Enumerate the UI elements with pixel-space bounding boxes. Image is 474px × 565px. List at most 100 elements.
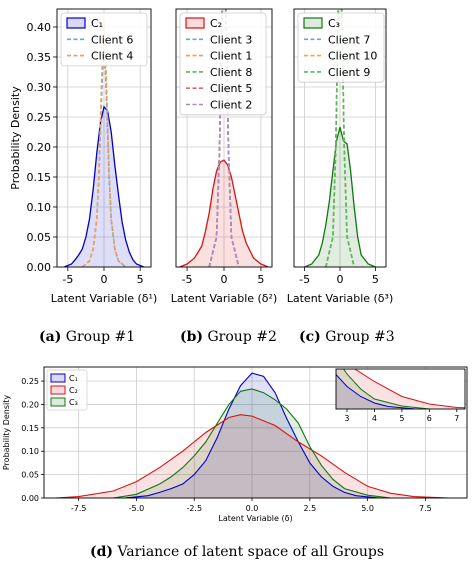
legend-box <box>179 12 267 116</box>
plot-area <box>55 372 449 498</box>
legend-label-2: Client 10 <box>328 50 377 63</box>
ytick-label-7: 0.35 <box>27 51 52 64</box>
caption-letter: (a) <box>39 329 61 345</box>
series-fill-2 <box>113 389 391 498</box>
xtick-label-2: -2.5 <box>186 504 202 513</box>
ytick-label-0: 0.00 <box>21 494 39 503</box>
legend: C₃ Client 7 Client 10 Client 9 <box>297 12 385 83</box>
xtick-label-0: -5 <box>299 273 310 286</box>
series-line-5 <box>208 9 240 267</box>
caption-text: Variance of latent space of all Groups <box>113 544 384 560</box>
inset-series-fill-1 <box>336 369 465 409</box>
legend-box <box>297 12 385 83</box>
y-axis-label: Probability Density <box>9 86 22 190</box>
legend-box <box>60 12 148 67</box>
caption: (a) Group #1 <box>39 329 135 345</box>
inset-series-fill-0 <box>336 374 416 409</box>
series-fill-0 <box>64 106 144 267</box>
legend-swatch-0 <box>66 17 86 29</box>
x-axis-label: Latent Variable (δ) <box>218 514 292 523</box>
legend-label-2: Client 4 <box>91 50 133 63</box>
plot-area <box>304 9 376 267</box>
inset-series-line-0 <box>336 373 416 409</box>
x-axis-label: Latent Variable (δ³) <box>287 292 394 305</box>
legend-swatch-2 <box>50 397 66 407</box>
caption-text: Group #2 <box>203 329 277 345</box>
legend-label-1: Client 7 <box>328 33 370 46</box>
caption-letter: (c) <box>299 329 321 345</box>
xtick-label-5: 5.0 <box>361 504 374 513</box>
inset-series-line-1 <box>353 369 465 409</box>
inset-series-fill-2 <box>336 369 430 409</box>
series-line-1 <box>55 414 449 498</box>
series-line-0 <box>63 105 145 267</box>
legend-label-2: C₃ <box>69 398 78 407</box>
ytick-label-0: 0.00 <box>27 261 52 274</box>
panel-a: -5 0 5 0.00 0.05 0.10 0.15 0.20 0.25 0.30 0.35 0.40… <box>9 8 158 345</box>
inset-series-line-2 <box>342 369 430 409</box>
series-line-3 <box>325 9 355 267</box>
x-axis-label: Latent Variable (δ¹) <box>51 292 158 305</box>
legend: C₁ Client 6 Client 4 <box>60 12 148 67</box>
ytick-label-4: 0.20 <box>21 400 39 409</box>
legend-label-1: Client 3 <box>210 33 252 46</box>
legend-label-1: C₂ <box>69 386 78 395</box>
legend: C₁ C₂ C₃ <box>46 369 88 411</box>
series-fill-1 <box>55 414 449 498</box>
legend-label-3: Client 9 <box>328 66 370 79</box>
ytick-label-2: 0.10 <box>21 447 39 456</box>
ytick-label-3: 0.15 <box>21 424 39 433</box>
xtick-label-0: -7.5 <box>71 504 87 513</box>
legend-box <box>46 369 88 411</box>
ytick-label-3: 0.15 <box>27 171 52 184</box>
legend-label-5: Client 2 <box>210 99 252 112</box>
inset-xtick-label-1: 4 <box>372 414 377 423</box>
xtick-label-6: 7.5 <box>419 504 432 513</box>
ytick-label-2: 0.10 <box>27 201 52 214</box>
series-line-0 <box>304 127 376 267</box>
xtick-label-2: 5 <box>257 273 264 286</box>
legend-label-0: C₁ <box>69 374 78 383</box>
ytick-label-6: 0.30 <box>27 81 52 94</box>
xtick-label-0: -5 <box>62 273 73 286</box>
ytick-label-4: 0.20 <box>27 141 52 154</box>
series-fill-0 <box>179 160 269 267</box>
legend-swatch-0 <box>303 17 323 29</box>
ytick-label-1: 0.05 <box>27 231 52 244</box>
legend-swatch-0 <box>50 373 66 383</box>
inset-background <box>336 369 465 409</box>
caption-letter: (b) <box>180 329 203 345</box>
xtick-label-1: -5.0 <box>129 504 145 513</box>
xtick-label-3: 0.0 <box>246 504 259 513</box>
y-axis-label: Probability Density <box>2 395 11 471</box>
caption-text: Group #1 <box>61 329 135 345</box>
caption: (b) Group #2 <box>180 329 277 345</box>
panel-d: -7.5 -5.0 -2.5 0.0 2.5 5.0 7.5 0.00 0.05 0.10 0.15… <box>2 366 468 560</box>
series-fill-0 <box>124 373 380 498</box>
inset-frame <box>335 368 466 410</box>
xtick-label-2: 5 <box>137 273 144 286</box>
axes-frame <box>43 366 468 499</box>
series-fill-0 <box>304 127 376 267</box>
legend-label-1: Client 6 <box>91 33 133 46</box>
legend: C₂ Client 3 Client 1 Client 8 Client 5 Client… <box>179 12 267 116</box>
inset-plot-area <box>336 369 465 409</box>
ytick-label-8: 0.40 <box>27 21 52 34</box>
xtick-label-1: 0 <box>337 273 344 286</box>
series-line-2 <box>113 388 391 498</box>
xtick-label-2: 5 <box>372 273 379 286</box>
ytick-label-5: 0.25 <box>21 377 39 386</box>
ytick-label-5: 0.25 <box>27 111 52 124</box>
x-axis-label: Latent Variable (δ²) <box>171 292 278 305</box>
xtick-label-1: 0 <box>101 273 108 286</box>
xtick-label-0: -5 <box>182 273 193 286</box>
inset-xtick-label-4: 7 <box>454 414 459 423</box>
legend-swatch-1 <box>50 385 66 395</box>
inset-xtick-label-2: 5 <box>399 414 404 423</box>
legend-label-0: C₂ <box>210 17 222 30</box>
legend-label-0: C₃ <box>328 17 340 30</box>
caption-text: Group #3 <box>321 329 395 345</box>
legend-label-4: Client 5 <box>210 82 252 95</box>
legend-swatch-0 <box>185 17 205 29</box>
